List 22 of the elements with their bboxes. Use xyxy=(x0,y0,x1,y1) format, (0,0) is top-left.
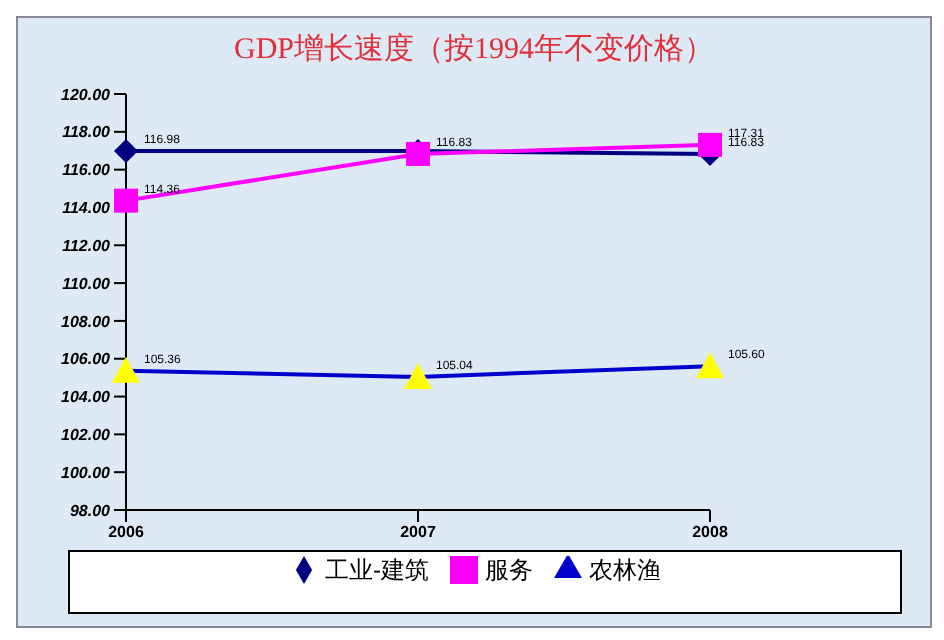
y-tick-label: 110.00 xyxy=(62,274,112,293)
legend-label: 服务 xyxy=(485,556,533,584)
y-tick-label: 102.00 xyxy=(61,426,112,445)
point xyxy=(114,188,138,213)
y-tick-label: 114.00 xyxy=(62,199,112,218)
point xyxy=(114,139,138,164)
x-tick-label: 2008 xyxy=(692,523,729,542)
legend-label: 工业-建筑 xyxy=(325,556,429,584)
y-tick-label: 106.00 xyxy=(61,350,112,369)
y-tick-label: 108.00 xyxy=(61,312,112,331)
x-tick-label: 2006 xyxy=(108,523,145,542)
y-tick-label: 104.00 xyxy=(61,388,112,407)
y-tick-label: 120.00 xyxy=(61,85,112,104)
point xyxy=(698,132,722,157)
x-tick-label: 2007 xyxy=(400,523,437,542)
y-tick-label: 100.00 xyxy=(61,463,112,482)
legend-label: 农林渔 xyxy=(589,556,661,584)
y-tick-label: 118.00 xyxy=(62,123,112,142)
y-tick-label: 112.00 xyxy=(62,236,112,255)
y-tick-label: 116.00 xyxy=(62,161,112,180)
chart-title: GDP增长速度（按1994年不变价格） xyxy=(231,30,716,70)
y-tick-label: 98.00 xyxy=(69,501,112,520)
